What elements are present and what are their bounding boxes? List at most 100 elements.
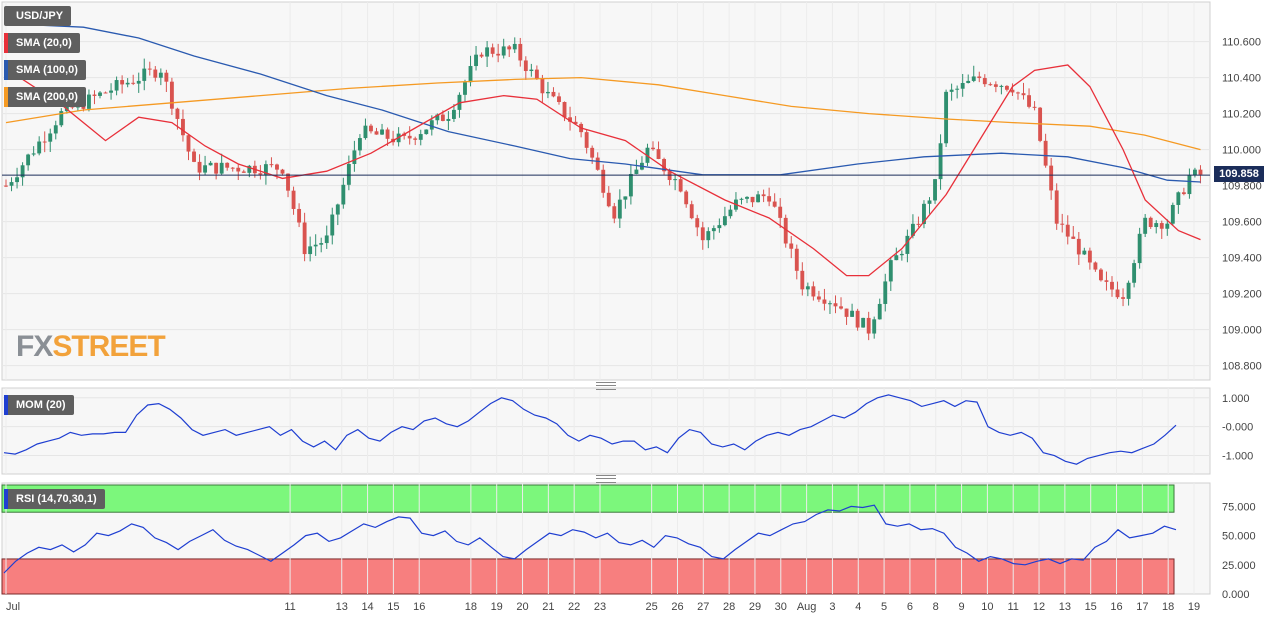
time-tick-label: 28 bbox=[723, 601, 735, 613]
candle-down bbox=[225, 162, 230, 168]
candle-up bbox=[966, 80, 971, 83]
symbol-text: USD/JPY bbox=[16, 10, 64, 22]
candle-up bbox=[1193, 169, 1197, 176]
candle-up bbox=[1170, 204, 1175, 224]
candle-down bbox=[595, 157, 600, 170]
candle-up bbox=[429, 120, 434, 130]
candle-down bbox=[490, 47, 495, 54]
candle-up bbox=[109, 90, 114, 93]
candle-down bbox=[1121, 297, 1125, 299]
candle-up bbox=[944, 91, 949, 144]
price-tick-label: 109.200 bbox=[1222, 289, 1262, 301]
candle-up bbox=[628, 173, 633, 197]
candle-up bbox=[971, 76, 976, 81]
symbol-label: USD/JPY bbox=[4, 6, 72, 26]
candle-up bbox=[955, 88, 960, 90]
time-tick-label: 20 bbox=[516, 601, 528, 613]
candle-down bbox=[103, 92, 108, 94]
candle-up bbox=[905, 235, 910, 254]
candle-up bbox=[324, 235, 329, 244]
sma100-label: SMA (100,0) bbox=[16, 64, 78, 76]
candle-up bbox=[883, 281, 888, 304]
price-tick-label: 110.000 bbox=[1222, 145, 1261, 157]
sma200-legend[interactable]: SMA (200,0) bbox=[4, 87, 86, 107]
candle-up bbox=[1143, 217, 1148, 234]
candle-down bbox=[1010, 89, 1015, 93]
candle-down bbox=[1027, 95, 1031, 107]
candle-up bbox=[380, 129, 384, 135]
candle-down bbox=[1098, 269, 1103, 281]
time-tick-label: 27 bbox=[697, 601, 709, 613]
candle-down bbox=[496, 53, 501, 56]
mom-legend[interactable]: MOM (20) bbox=[4, 395, 74, 415]
candle-down bbox=[772, 201, 777, 207]
candle-down bbox=[1159, 223, 1164, 229]
momentum-line bbox=[3, 394, 1177, 465]
candle-down bbox=[700, 227, 705, 241]
sma20-legend[interactable]: SMA (20,0) bbox=[4, 33, 80, 53]
candle-down bbox=[761, 194, 766, 197]
time-tick-label: 15 bbox=[387, 601, 399, 613]
rsi-legend[interactable]: RSI (14,70,30,1) bbox=[4, 489, 105, 509]
candle-up bbox=[424, 129, 429, 135]
candle-up bbox=[468, 66, 473, 83]
time-tick-label: 15 bbox=[1085, 601, 1097, 613]
candle-down bbox=[656, 149, 661, 159]
candle-down bbox=[1054, 190, 1059, 224]
candle-down bbox=[297, 208, 302, 223]
price-panel bbox=[1, 1, 1211, 381]
candle-down bbox=[662, 158, 666, 172]
rsi-line bbox=[3, 504, 1177, 574]
time-tick-label: 9 bbox=[959, 601, 965, 613]
candle-down bbox=[440, 114, 445, 121]
panel-resize-handle-1[interactable] bbox=[596, 382, 616, 390]
candle-down bbox=[4, 185, 8, 187]
candle-down bbox=[651, 147, 655, 150]
candle-down bbox=[1004, 85, 1009, 90]
candle-up bbox=[114, 80, 119, 91]
candle-up bbox=[1176, 192, 1181, 205]
candle-down bbox=[684, 191, 689, 205]
mom-label: MOM (20) bbox=[16, 399, 66, 411]
candle-up bbox=[136, 80, 141, 84]
candle-up bbox=[949, 89, 954, 92]
candle-up bbox=[999, 85, 1004, 87]
rsi-tick-label: 50.000 bbox=[1222, 531, 1256, 543]
candle-down bbox=[131, 82, 136, 84]
candle-down bbox=[678, 179, 683, 192]
mom-tick-label: 1.000 bbox=[1222, 393, 1250, 405]
candle-down bbox=[1043, 140, 1048, 166]
candle-up bbox=[142, 68, 147, 81]
candle-down bbox=[507, 46, 512, 50]
candle-down bbox=[186, 135, 191, 152]
candle-down bbox=[993, 84, 998, 87]
candle-down bbox=[523, 60, 528, 72]
candle-down bbox=[230, 167, 235, 169]
candle-down bbox=[280, 169, 285, 174]
sma100-legend[interactable]: SMA (100,0) bbox=[4, 60, 86, 80]
time-tick-label: 14 bbox=[361, 601, 373, 613]
candle-down bbox=[275, 164, 279, 170]
time-tick-label: 18 bbox=[465, 601, 477, 613]
candle-up bbox=[872, 319, 877, 334]
candle-down bbox=[844, 308, 849, 317]
candle-up bbox=[850, 310, 855, 317]
candle-up bbox=[617, 199, 622, 219]
candle-down bbox=[169, 81, 174, 109]
mom-swatch bbox=[4, 395, 8, 415]
candle-down bbox=[479, 54, 484, 57]
candle-down bbox=[1049, 165, 1054, 191]
price-tick-label: 110.600 bbox=[1222, 37, 1261, 49]
candle-down bbox=[916, 223, 921, 225]
candle-down bbox=[1016, 92, 1020, 94]
candle-down bbox=[291, 190, 296, 209]
candle-down bbox=[855, 310, 860, 328]
candle-up bbox=[363, 125, 368, 139]
candle-up bbox=[64, 103, 69, 112]
panel-resize-handle-2[interactable] bbox=[596, 475, 616, 483]
candle-down bbox=[551, 91, 556, 97]
candle-down bbox=[1198, 169, 1203, 175]
candle-down bbox=[153, 69, 158, 78]
time-tick-label: 11 bbox=[1008, 601, 1019, 613]
